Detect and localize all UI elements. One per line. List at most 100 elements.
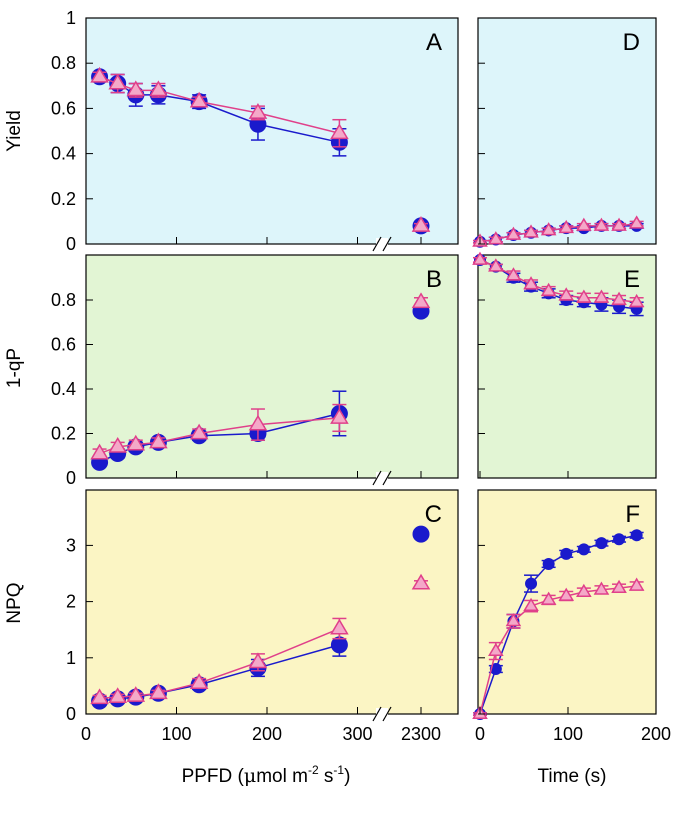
- data-point-f-2: [523, 597, 539, 612]
- y-tick-label-yield: 1: [66, 8, 76, 28]
- data-point-f-2: [593, 581, 610, 595]
- data-point-d-2: [488, 231, 504, 245]
- data-point-e-2: [523, 276, 539, 290]
- data-point-b-2: [411, 292, 431, 309]
- panel-frame-d: [477, 17, 657, 245]
- x-tick-label-ppfd: 300: [342, 724, 372, 744]
- axis-break-mark-npq: [372, 706, 382, 722]
- data-point-a-2: [149, 80, 168, 97]
- data-point-b-2: [126, 434, 146, 451]
- data-point-a-2: [126, 80, 146, 97]
- data-point-f-1: [542, 557, 555, 570]
- panel-letter-a: A: [426, 29, 442, 56]
- data-point-e-2: [472, 251, 488, 265]
- series-line-e-1: [479, 259, 637, 310]
- y-tick-label-qp: 0.2: [51, 424, 76, 444]
- data-point-d-2: [593, 217, 610, 231]
- data-point-e-2: [540, 282, 557, 297]
- y-tick-label-yield: 0.4: [51, 144, 76, 164]
- y-tick-label-qp: 0.4: [51, 379, 76, 399]
- data-point-d-2: [558, 219, 575, 234]
- x-tick-label-ppfd-break: 2300: [401, 724, 441, 744]
- ppfd-title-prefix: PPFD (: [182, 766, 245, 787]
- data-point-e-2: [488, 258, 504, 272]
- data-point-a-2: [189, 91, 209, 108]
- data-point-b-2: [248, 414, 268, 431]
- series-line-f-2: [479, 585, 637, 715]
- y-axis-title-yield: Yield: [4, 110, 25, 152]
- data-point-c-2: [126, 686, 146, 702]
- data-point-f-1: [525, 577, 538, 590]
- panel-frame-b: [85, 254, 459, 479]
- x-tick-label-time: 0: [475, 724, 485, 744]
- y-tick-label-yield: 0.8: [51, 53, 76, 73]
- panels-layer: [85, 17, 657, 715]
- data-point-d-2: [611, 217, 627, 231]
- panel-letter-c: C: [425, 501, 442, 528]
- data-point-f-2: [558, 587, 575, 601]
- x-tick-label-ppfd: 0: [81, 724, 91, 744]
- y-tick-label-npq: 3: [66, 535, 76, 555]
- data-point-f-2: [628, 577, 645, 591]
- data-point-c-2: [108, 687, 127, 704]
- data-point-e-2: [558, 287, 575, 301]
- panel-letter-d: D: [623, 29, 640, 56]
- data-point-a-2: [248, 103, 268, 119]
- data-point-a-2: [108, 73, 127, 90]
- ppfd-title-exp1: -2: [308, 763, 319, 777]
- data-point-f-2: [505, 612, 522, 627]
- axes-layer: A B C D E F 0 0.2 0.4 0.6 0.8 1 0 0.2 0.4 0.6 0.8 0 1 2 3 0 10…: [51, 8, 671, 744]
- panel-frame-a: [85, 17, 459, 245]
- marks-layer: [90, 66, 645, 720]
- ppfd-title-suffix: ): [344, 766, 350, 787]
- x-tick-label-time: 200: [641, 724, 671, 744]
- data-point-d-2: [523, 224, 539, 238]
- data-point-b-2: [90, 443, 109, 460]
- y-tick-label-qp: 0.8: [51, 290, 76, 310]
- y-tick-label-yield: 0.2: [51, 189, 76, 209]
- data-point-e-2: [505, 267, 522, 281]
- data-point-f-2: [540, 591, 557, 605]
- y-tick-label-yield: 0: [66, 234, 76, 254]
- series-line-e-2: [479, 259, 637, 303]
- data-point-b-2: [189, 423, 209, 440]
- y-tick-label-yield: 0.6: [51, 98, 76, 118]
- data-point-c-2: [149, 683, 168, 700]
- data-point-e-2: [628, 293, 645, 308]
- panel-letter-f: F: [625, 501, 640, 528]
- data-point-d-2: [576, 217, 592, 231]
- x-axis-title-ppfd: PPFD (μmol m-2 s-1): [182, 763, 351, 787]
- data-point-f-2: [576, 583, 592, 597]
- panel-frame-c: [85, 489, 459, 715]
- axis-break-mark-qp: [382, 470, 392, 486]
- panel-letter-e: E: [624, 266, 640, 293]
- data-point-d-2: [628, 215, 645, 229]
- data-point-f-1: [630, 529, 643, 542]
- data-point-b-2: [108, 436, 127, 453]
- y-tick-label-qp: 0: [66, 468, 76, 488]
- data-point-d-2: [505, 226, 522, 240]
- axis-break-mark-npq: [382, 706, 392, 722]
- axis-break-gap-yield: [376, 238, 388, 250]
- data-point-c-2: [411, 573, 431, 590]
- ppfd-title-mol-m: mol m: [256, 766, 308, 787]
- y-tick-label-npq: 1: [66, 648, 76, 668]
- series-line-d-2: [479, 222, 637, 243]
- x-tick-label-ppfd: 200: [252, 724, 282, 744]
- data-point-b-2: [330, 408, 349, 424]
- data-point-a-2: [90, 66, 109, 83]
- panel-letter-b: B: [426, 266, 442, 293]
- y-tick-label-npq: 0: [66, 704, 76, 724]
- data-point-c-2: [90, 688, 109, 705]
- series-line-f-1: [479, 534, 637, 715]
- data-point-f-1: [577, 543, 590, 556]
- y-axis-title-qp: 1-qP: [4, 348, 25, 388]
- data-point-e-2: [593, 289, 610, 303]
- data-point-c-1: [412, 525, 430, 543]
- y-axis-title-npq: NPQ: [4, 582, 25, 623]
- ppfd-title-s: s: [319, 766, 334, 787]
- data-point-f-1: [613, 533, 626, 546]
- data-point-f-1: [489, 663, 502, 676]
- data-point-e-2: [611, 291, 627, 305]
